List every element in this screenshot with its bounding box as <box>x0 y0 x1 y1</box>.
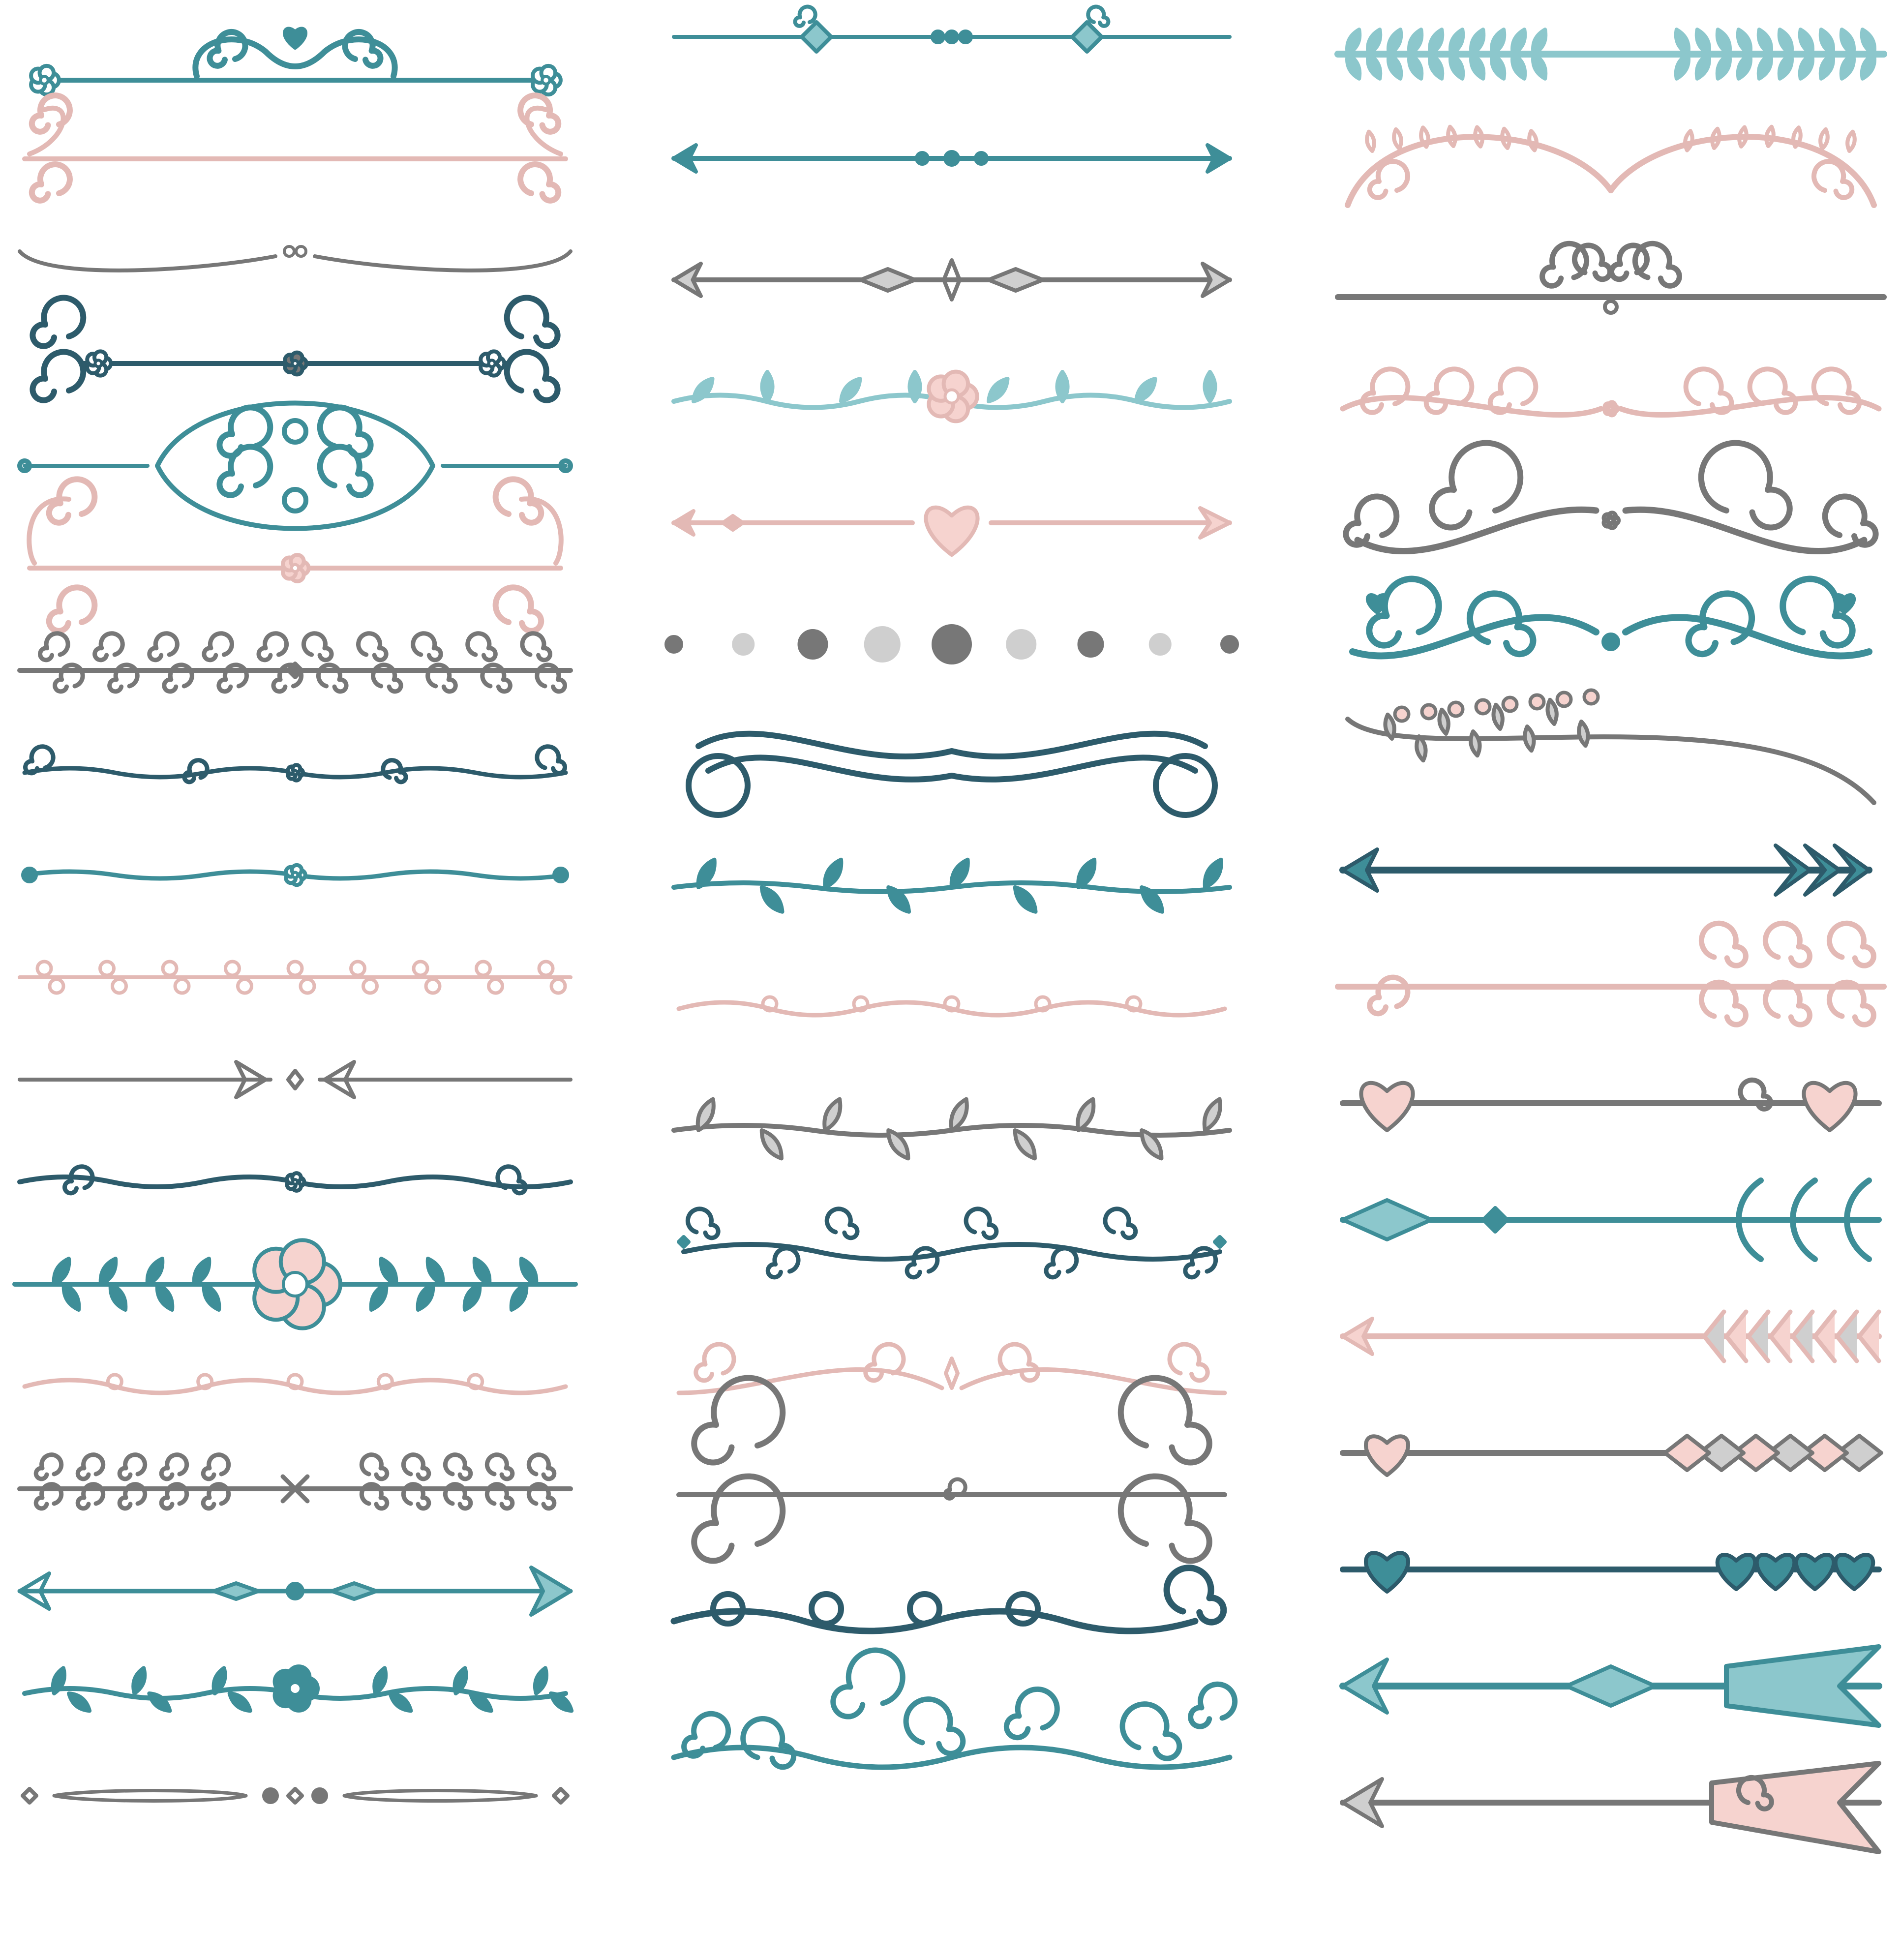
dot-row-divider-icon <box>664 624 1239 664</box>
column-right <box>1334 28 1887 1854</box>
gray-arrow-divider-icon <box>671 258 1232 302</box>
ornate-cartouche-divider-icon <box>17 400 573 531</box>
loop-ribbon-divider-icon <box>670 1565 1227 1634</box>
acorn-branch-divider-icon <box>1345 688 1876 805</box>
thin-swash-divider-icon <box>18 245 573 272</box>
arrow-pair-divider-icon <box>18 1060 573 1099</box>
heart-arrow-divider-icon <box>671 505 1232 557</box>
wave-knot-divider-icon <box>17 1164 573 1196</box>
leaf-vine-divider-icon <box>671 857 1232 914</box>
feather-arrow-divider-icon <box>1339 844 1872 897</box>
horn-scroll-divider-icon <box>1343 440 1879 555</box>
gray-leaf-vine-divider-icon <box>671 1097 1232 1161</box>
loop-wave-divider-icon <box>676 995 1227 1018</box>
curl-arrow-divider-icon <box>1335 920 1887 1027</box>
scroll-bracket-divider-icon <box>22 92 568 204</box>
curl-vine-divider-icon <box>677 1206 1227 1280</box>
center-swirl-line-divider-icon <box>1335 241 1887 315</box>
loop-wave-divider-icon <box>22 1373 568 1395</box>
tulip-swirl-divider-icon <box>1349 575 1872 660</box>
swirl-fleur-divider-icon <box>676 1342 1227 1395</box>
diamond-arrow-divider-icon <box>17 1566 573 1617</box>
flower-branch-divider-icon <box>12 1238 578 1330</box>
curl-knot-divider-icon <box>30 295 561 403</box>
loop-chain-divider-icon <box>18 960 573 995</box>
double-arrow-divider-icon <box>671 143 1232 174</box>
heart-scroll-divider-icon <box>29 27 563 97</box>
heart-tip-arrow-divider-icon <box>1340 1077 1882 1132</box>
curl-row-divider-icon <box>17 631 573 694</box>
curl-cross-divider-icon <box>17 1452 573 1511</box>
dark-heart-arrow-divider-icon <box>1340 1551 1882 1594</box>
pink-feather-arrow-divider-icon <box>1340 1761 1882 1854</box>
swirl-cluster-divider-icon <box>671 1647 1238 1770</box>
big-scroll-bracket-divider-icon <box>676 1375 1227 1564</box>
diamond-dot-divider-icon <box>21 1787 570 1805</box>
leaf-flower-vine-divider-icon <box>671 369 1232 423</box>
double-swirl-divider-icon <box>1340 366 1882 418</box>
wave-curl-divider-icon <box>22 744 568 784</box>
tall-scroll-flower-divider-icon <box>27 476 564 634</box>
chevron-arrow-divider-icon <box>1340 1309 1882 1363</box>
heart-feather-arrow-divider-icon <box>1340 1434 1883 1477</box>
column-middle <box>664 4 1239 1770</box>
moon-arrow-divider-icon <box>1340 1177 1882 1262</box>
leafy-arch-divider-icon <box>1345 124 1877 208</box>
ribbon-banner-divider-icon <box>686 730 1218 818</box>
wide-feather-arrow-divider-icon <box>1339 1644 1882 1728</box>
column-left <box>12 27 578 1805</box>
laurel-branch-divider-icon <box>1334 28 1887 81</box>
wave-flower-divider-icon <box>21 863 569 887</box>
diamond-ornament-divider-icon <box>672 4 1232 54</box>
leaf-flower-divider-icon <box>22 1664 574 1713</box>
